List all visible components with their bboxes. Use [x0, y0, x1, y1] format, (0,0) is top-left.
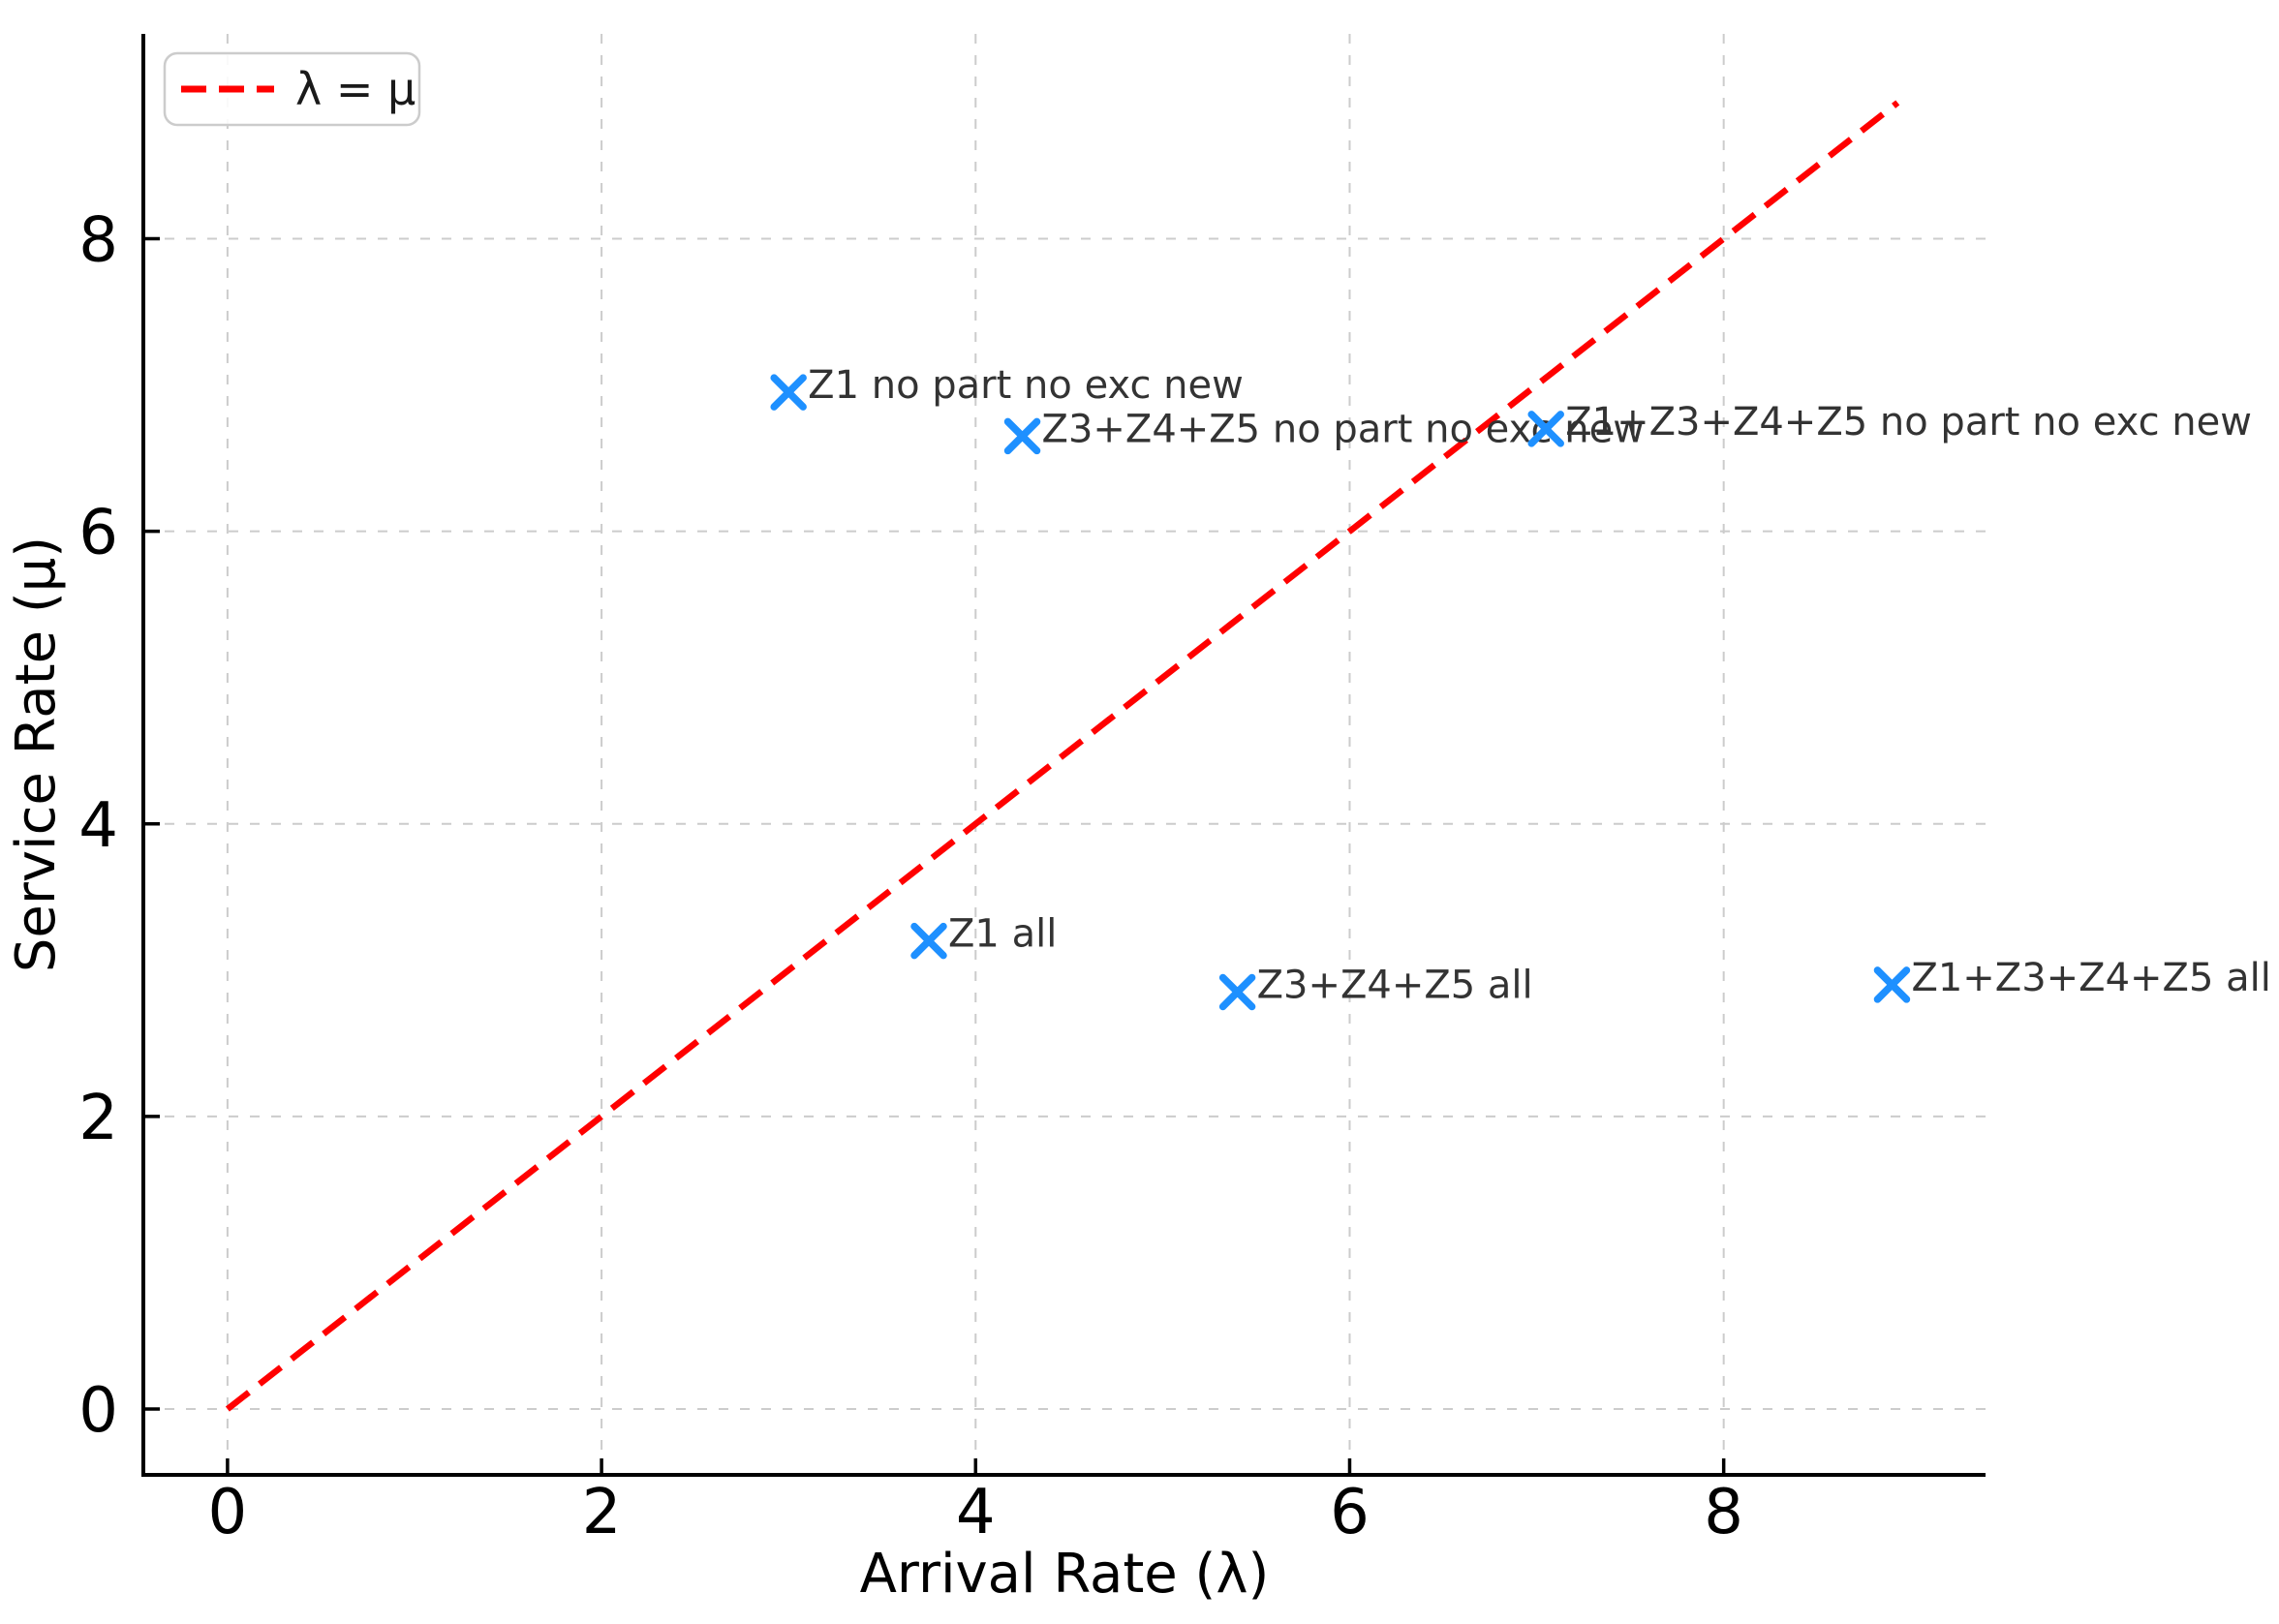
x-tick-label: 2	[582, 1477, 622, 1548]
point-annotation: Z1+Z3+Z4+Z5 all	[1911, 956, 2270, 1000]
y-tick-label: 0	[78, 1375, 118, 1447]
data-point-marker	[1527, 411, 1564, 447]
identity-line	[225, 100, 1900, 1412]
y-axis-label: Service Rate (μ)	[5, 536, 68, 972]
legend: λ = μ	[163, 51, 421, 127]
data-point-marker	[910, 922, 947, 960]
point-annotation: Z3+Z4+Z5 all	[1257, 963, 1533, 1007]
data-point-marker	[1873, 966, 1911, 1003]
y-tick-label: 8	[78, 204, 118, 276]
x-tick-label: 0	[208, 1477, 248, 1548]
point-annotation: Z1 all	[948, 912, 1057, 957]
y-tick-label: 4	[78, 790, 118, 862]
x-tick-label: 8	[1704, 1477, 1743, 1548]
point-annotation: Z3+Z4+Z5 no part no exc new	[1042, 407, 1645, 451]
x-tick-label: 6	[1330, 1477, 1370, 1548]
point-annotation: Z1+Z3+Z4+Z5 no part no exc new	[1565, 400, 2252, 444]
y-tick-label: 6	[78, 498, 118, 569]
x-axis-label: Arrival Rate (λ)	[860, 1543, 1270, 1606]
x-tick-label: 4	[956, 1477, 996, 1548]
data-point-marker	[1003, 417, 1041, 455]
point-annotation: Z1 no part no exc new	[808, 363, 1244, 408]
data-point-marker	[1218, 973, 1256, 1011]
legend-box	[163, 51, 421, 127]
legend-label: λ = μ	[295, 63, 416, 115]
y-tick-label: 2	[78, 1083, 118, 1154]
data-point-marker	[770, 374, 807, 411]
